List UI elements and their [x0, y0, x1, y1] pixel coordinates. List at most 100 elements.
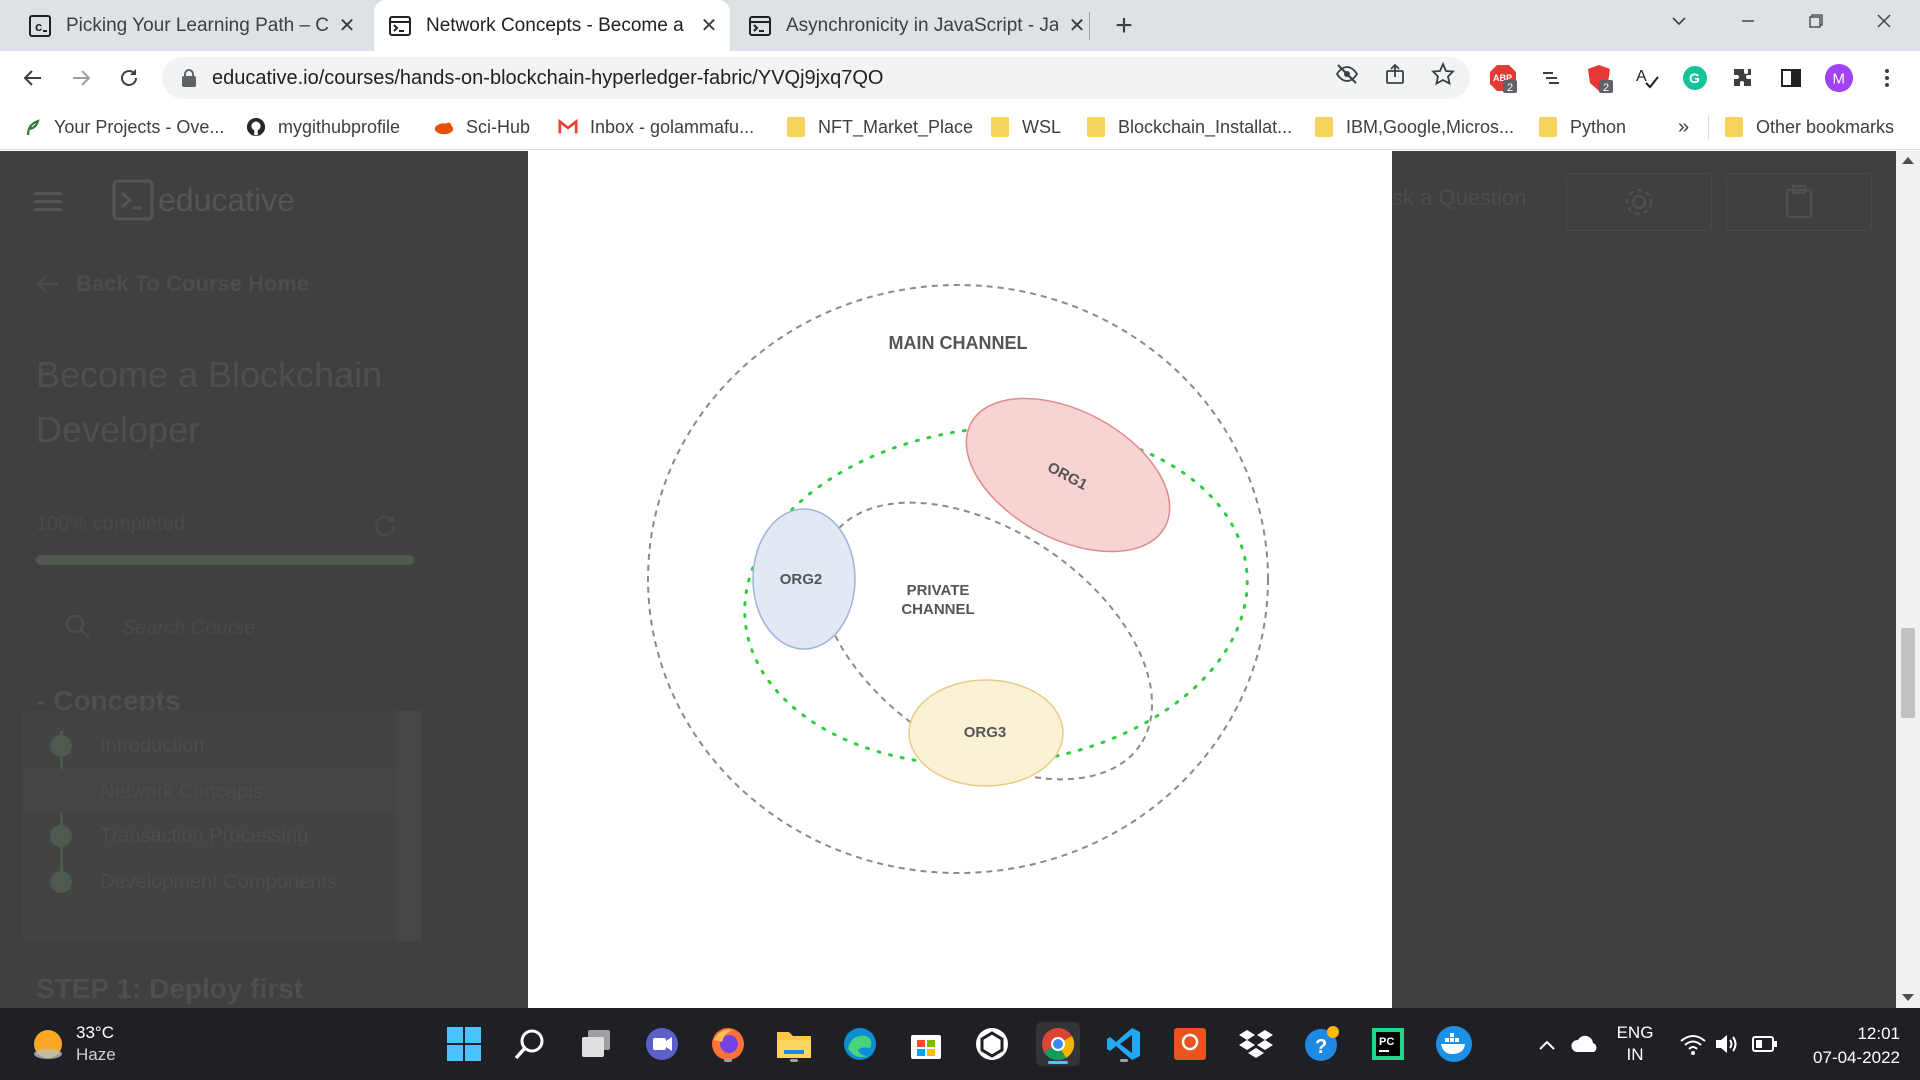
- bookmark-sci-hub[interactable]: Sci-Hub: [434, 105, 530, 149]
- search-icon[interactable]: [64, 613, 92, 641]
- hamburger-menu-icon[interactable]: [34, 191, 62, 213]
- reading-list-icon[interactable]: [1536, 63, 1566, 93]
- share-icon[interactable]: [1383, 62, 1407, 86]
- language-indicator[interactable]: ENG IN: [1610, 1022, 1660, 1066]
- bookmark-ibm-google[interactable]: IBM,Google,Micros...: [1314, 105, 1514, 149]
- lesson-list-scrollbar[interactable]: [396, 711, 422, 941]
- tab-asynchronicity-js[interactable]: Asynchronicity in JavaScript - Jav ✕: [730, 0, 1090, 51]
- folder-icon: [990, 117, 1010, 137]
- lesson-content: MAIN CHANNEL PRIVATE CHANNEL ORG1 ORG2 O…: [528, 151, 1392, 1008]
- close-window-button[interactable]: [1856, 0, 1912, 42]
- lesson-transaction-processing[interactable]: Transaction Processing: [100, 825, 309, 847]
- windows-start-icon[interactable]: [442, 1022, 486, 1066]
- bookmark-python[interactable]: Python: [1538, 105, 1626, 149]
- reload-icon[interactable]: [110, 59, 148, 97]
- ubuntu-icon[interactable]: [1168, 1022, 1212, 1066]
- dropbox-icon[interactable]: [1234, 1022, 1278, 1066]
- close-icon[interactable]: ✕: [1068, 15, 1086, 37]
- tab-title: Network Concepts - Become a Bl: [426, 14, 690, 36]
- close-icon[interactable]: ✕: [700, 15, 718, 37]
- svg-text:G: G: [1689, 70, 1700, 86]
- scroll-down-arrow-icon[interactable]: [1902, 994, 1914, 1001]
- tray-overflow-chevron-icon[interactable]: [1536, 1034, 1558, 1056]
- tab-search-chevron-icon[interactable]: [1651, 0, 1707, 42]
- bookmark-other-bookmarks[interactable]: Other bookmarks: [1724, 105, 1894, 149]
- onedrive-cloud-icon[interactable]: [1570, 1032, 1600, 1056]
- bookmark-inbox[interactable]: Inbox - golammafu...: [558, 105, 754, 149]
- running-indicator: [1120, 1059, 1128, 1062]
- tab-title: Asynchronicity in JavaScript - Jav: [786, 14, 1058, 36]
- refresh-progress-icon[interactable]: [372, 513, 398, 539]
- chrome-icon[interactable]: [1036, 1022, 1080, 1066]
- unity-hub-icon[interactable]: [970, 1022, 1014, 1066]
- page-scrollbar[interactable]: [1896, 151, 1920, 1008]
- extensions-puzzle-icon[interactable]: [1728, 63, 1758, 93]
- clock[interactable]: 12:01 07-04-2022: [1780, 1022, 1900, 1070]
- close-icon[interactable]: ✕: [338, 15, 356, 37]
- battery-icon[interactable]: [1752, 1034, 1778, 1054]
- microsoft-store-icon[interactable]: [904, 1022, 948, 1066]
- weather-sun-icon[interactable]: [30, 1026, 66, 1062]
- bookmark-mygithubprofile[interactable]: mygithubprofile: [246, 105, 400, 149]
- active-indicator: [1048, 1061, 1068, 1064]
- org1-node: [965, 397, 1171, 553]
- docker-icon[interactable]: [1432, 1022, 1476, 1066]
- firefox-icon[interactable]: [706, 1022, 750, 1066]
- notes-button[interactable]: [1726, 173, 1872, 231]
- task-view-icon[interactable]: [574, 1022, 618, 1066]
- bookmark-nft-market-place[interactable]: NFT_Market_Place: [786, 105, 973, 149]
- grammarly-icon[interactable]: G: [1680, 63, 1710, 93]
- bookmark-label: Other bookmarks: [1756, 116, 1895, 137]
- menu-kebab-icon[interactable]: [1872, 63, 1902, 93]
- vscode-icon[interactable]: [1102, 1022, 1146, 1066]
- back-arrow-icon[interactable]: [14, 59, 52, 97]
- sci-hub-raven-icon: [434, 117, 454, 137]
- bookmark-your-projects[interactable]: Your Projects - Ove...: [22, 105, 224, 149]
- eye-off-icon[interactable]: [1335, 62, 1359, 86]
- lesson-network-concepts[interactable]: Network Concepts: [100, 781, 264, 803]
- edge-icon[interactable]: [838, 1022, 882, 1066]
- bookmark-label: mygithubprofile: [278, 116, 401, 137]
- scrollbar-thumb[interactable]: [1901, 628, 1915, 718]
- back-to-course-link[interactable]: Back To Course Home: [36, 271, 309, 297]
- pycharm-icon[interactable]: PC: [1366, 1022, 1410, 1066]
- spell-check-icon[interactable]: A: [1632, 63, 1662, 93]
- scroll-up-arrow-icon[interactable]: [1902, 157, 1914, 164]
- side-panel-icon[interactable]: [1776, 63, 1806, 93]
- bookmark-wsl[interactable]: WSL: [990, 105, 1061, 149]
- bookmark-blockchain-installation[interactable]: Blockchain_Installat...: [1086, 105, 1292, 149]
- search-course-input[interactable]: Search Course: [122, 617, 256, 639]
- settings-button[interactable]: [1566, 173, 1712, 231]
- ask-question-button[interactable]: sk a Question: [1392, 185, 1527, 210]
- profile-avatar[interactable]: M: [1824, 63, 1854, 93]
- bookmark-label: Blockchain_Installat...: [1118, 116, 1293, 137]
- help-icon[interactable]: ?: [1300, 1022, 1344, 1066]
- lesson-introduction[interactable]: Introduction: [100, 735, 205, 757]
- next-step-title[interactable]: STEP 1: Deploy first: [36, 973, 304, 1004]
- overflow-chevron: »: [1678, 115, 1690, 138]
- new-tab-button[interactable]: +: [1115, 9, 1133, 42]
- file-explorer-icon[interactable]: [772, 1022, 816, 1066]
- lock-icon[interactable]: [180, 68, 198, 88]
- bookmark-label: Your Projects - Ove...: [54, 116, 225, 137]
- wifi-icon[interactable]: [1680, 1032, 1706, 1056]
- bookmark-star-icon[interactable]: [1431, 62, 1455, 86]
- bookmarks-overflow-button[interactable]: »: [1678, 105, 1689, 149]
- teams-chat-icon[interactable]: [640, 1022, 684, 1066]
- educative-logo[interactable]: educative: [112, 179, 295, 221]
- volume-icon[interactable]: [1714, 1032, 1740, 1056]
- forward-arrow-icon[interactable]: [62, 59, 100, 97]
- weather-widget[interactable]: 33°C Haze: [76, 1022, 116, 1066]
- section-title[interactable]: - Concepts: [36, 685, 181, 716]
- lesson-development-components[interactable]: Development Components: [100, 871, 337, 893]
- restore-button[interactable]: [1788, 0, 1844, 42]
- tab-picking-learning-path[interactable]: c Picking Your Learning Path – Cod ✕: [0, 0, 370, 51]
- progress-text: 100% completed: [36, 513, 185, 535]
- adblock-icon[interactable]: ABP 2: [1488, 63, 1518, 93]
- minimize-button[interactable]: [1720, 0, 1776, 42]
- ublock-icon[interactable]: 2: [1584, 63, 1614, 93]
- address-bar[interactable]: educative.io/courses/hands-on-blockchain…: [162, 57, 1470, 99]
- url-text[interactable]: educative.io/courses/hands-on-blockchain…: [212, 66, 884, 89]
- tab-network-concepts[interactable]: Network Concepts - Become a Bl ✕: [374, 0, 730, 51]
- search-icon[interactable]: [508, 1022, 552, 1066]
